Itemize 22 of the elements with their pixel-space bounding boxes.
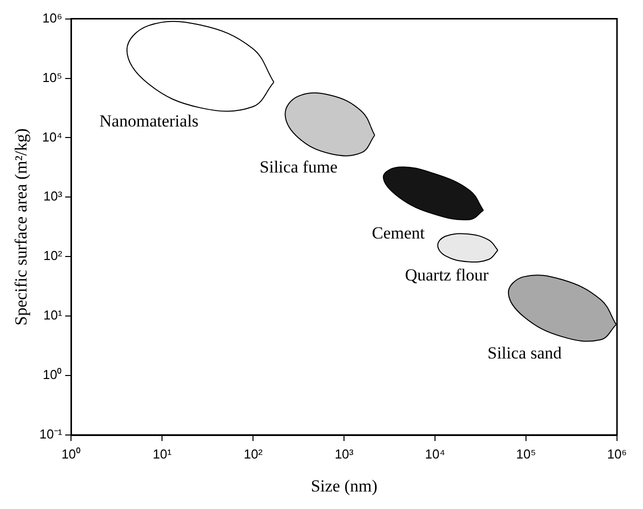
y-tick-label: 10⁰: [42, 367, 62, 382]
y-tick-label: 10³: [43, 188, 63, 204]
x-tick-label: 10³: [334, 446, 354, 462]
series-label: Silica fume: [260, 158, 338, 177]
y-tick-label: 10⁶: [42, 10, 62, 26]
x-tick-label: 10⁵: [516, 446, 536, 462]
y-tick-label: 10⁻¹: [39, 426, 63, 442]
series-label: Quartz flour: [404, 266, 489, 285]
x-tick-label: 10¹: [152, 446, 172, 462]
x-tick-label: 10²: [244, 446, 264, 462]
y-axis-title: Specific surface area (m²/kg): [12, 128, 31, 326]
y-tick-label: 10²: [43, 248, 63, 264]
x-tick-label: 10⁰: [61, 446, 81, 462]
x-tick-label: 10⁴: [425, 446, 446, 462]
series-label: Silica sand: [488, 344, 562, 363]
series-label: Nanomaterials: [99, 112, 199, 131]
y-tick-label: 10⁵: [42, 70, 62, 85]
y-tick-label: 10¹: [43, 308, 63, 323]
series-label: Cement: [372, 224, 426, 243]
x-axis-title: Size (nm): [310, 476, 378, 496]
x-tick-label: 10⁶: [607, 446, 627, 462]
y-tick-label: 10⁴: [42, 129, 62, 144]
